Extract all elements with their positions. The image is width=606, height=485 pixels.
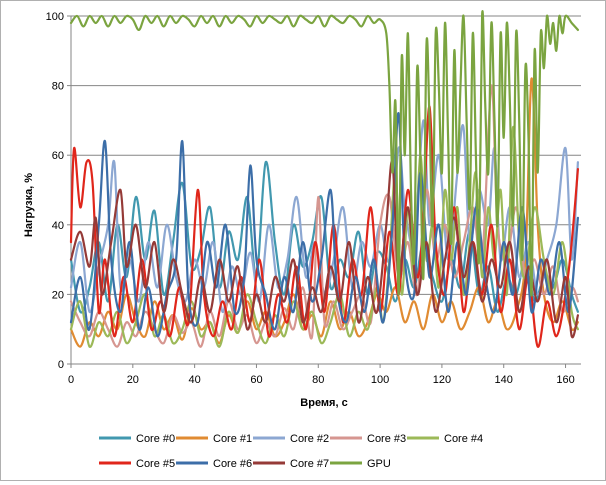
series-lines	[69, 10, 579, 348]
series-line-core-7	[69, 160, 579, 339]
x-tick-label: 20	[127, 374, 139, 386]
tick-labels: 0 20 40 60 80 100 0 20 40 60 80 100 120 140 160	[46, 11, 575, 386]
axes	[67, 15, 581, 368]
y-tick-label: 80	[52, 81, 64, 93]
legend-label-core-7: Core #7	[290, 458, 329, 470]
legend-label-gpu: GPU	[367, 458, 391, 470]
series-line-gpu	[69, 10, 579, 297]
x-tick-label: 140	[495, 374, 513, 386]
x-tick-label: 80	[312, 374, 324, 386]
legend-label-core-1: Core #1	[213, 433, 252, 445]
x-tick-label: 120	[433, 374, 451, 386]
y-tick-label: 100	[46, 11, 64, 23]
legend-label-core-3: Core #3	[367, 433, 406, 445]
legend-label-core-4: Core #4	[444, 433, 483, 445]
x-tick-label: 160	[556, 374, 574, 386]
x-axis-title: Время, с	[300, 397, 347, 409]
y-tick-label: 0	[58, 359, 64, 371]
y-tick-label: 60	[52, 150, 64, 162]
legend-label-core-0: Core #0	[136, 433, 175, 445]
legend-label-core-6: Core #6	[213, 458, 252, 470]
legend: Core #0 Core #1 Core #2 Core #3 Core #4 Core …	[99, 433, 483, 470]
y-tick-label: 20	[52, 289, 64, 301]
legend-label-core-5: Core #5	[136, 458, 175, 470]
y-axis-title: Нагрузка, %	[23, 173, 35, 237]
x-tick-label: 60	[250, 374, 262, 386]
x-tick-label: 40	[189, 374, 201, 386]
series-line-core-1	[69, 77, 579, 348]
series-line-core-6	[69, 112, 579, 338]
legend-label-core-2: Core #2	[290, 433, 329, 445]
x-tick-label: 100	[371, 374, 389, 386]
x-tick-label: 0	[68, 374, 74, 386]
y-tick-label: 40	[52, 220, 64, 232]
